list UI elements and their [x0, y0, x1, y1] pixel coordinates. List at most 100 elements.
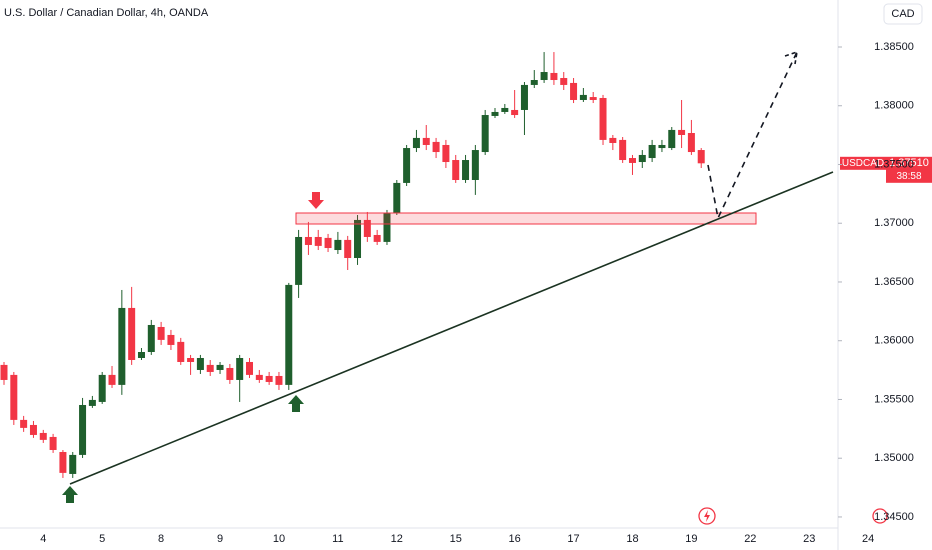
x-tick-label: 16: [509, 533, 521, 545]
candle-body: [128, 307, 136, 360]
candle-body: [452, 160, 460, 180]
candle-body: [628, 158, 636, 163]
candle-body: [560, 78, 568, 85]
candle-body: [393, 182, 401, 214]
candle-body: [167, 334, 175, 345]
candle-body: [206, 364, 214, 372]
candle-body: [118, 307, 126, 385]
candle-body: [196, 357, 204, 370]
candle-body: [697, 150, 705, 164]
flag-icon[interactable]: [872, 508, 888, 524]
x-tick-label: 22: [744, 533, 756, 545]
candle-body: [88, 399, 96, 406]
candle-body: [471, 150, 479, 180]
x-tick-label: 9: [217, 533, 223, 545]
candle-body: [491, 111, 499, 116]
candle-body: [157, 326, 165, 340]
x-tick-label: 19: [685, 533, 697, 545]
candle-body: [354, 219, 362, 259]
currency-button[interactable]: [883, 3, 923, 25]
last-price: 1.37510: [889, 157, 929, 169]
candle-body: [314, 236, 322, 246]
candle-body: [442, 144, 450, 163]
candle-body: [481, 115, 489, 153]
candle-body: [648, 144, 656, 159]
candle-body: [295, 236, 303, 285]
last-price-bg: [886, 156, 932, 183]
y-tick-label: 1.36500: [874, 276, 914, 288]
chart-title: U.S. Dollar / Canadian Dollar, 4h, OANDA: [4, 7, 209, 19]
candle-body: [550, 72, 558, 81]
x-tick-label: 23: [803, 533, 815, 545]
up-arrow: [62, 486, 78, 503]
x-tick-label: 10: [273, 533, 285, 545]
candle-body: [10, 374, 18, 420]
price-tag: USDCAD 1.37510 38:58: [840, 156, 932, 183]
up-arrow: [288, 395, 304, 412]
y-tick-label: 1.38500: [874, 41, 914, 53]
candle-body: [403, 148, 411, 183]
x-tick-label: 12: [391, 533, 403, 545]
candle-body: [216, 364, 224, 370]
y-tick-label: 1.37000: [874, 217, 914, 229]
candle-body: [570, 82, 578, 100]
candle-body: [422, 137, 430, 145]
y-tick-label: 1.36000: [874, 335, 914, 347]
trendline: [69, 171, 834, 485]
y-tick-label: 1.37500: [874, 158, 914, 170]
x-tick-label: 15: [450, 533, 462, 545]
candle-body: [236, 357, 244, 380]
x-tick-label: 8: [158, 533, 164, 545]
symbol-tag: USDCAD: [842, 158, 884, 169]
candle-body: [334, 239, 342, 251]
x-tick-label: 18: [626, 533, 638, 545]
candle-body: [39, 432, 47, 440]
candle-body: [678, 129, 686, 135]
candle-body: [265, 375, 273, 382]
candle-body: [49, 436, 57, 450]
candle-body: [304, 236, 312, 245]
candle-body: [540, 72, 548, 81]
projection-path: [707, 51, 798, 221]
x-tick-label: 17: [567, 533, 579, 545]
candle-body: [147, 324, 155, 352]
x-tick-label: 5: [99, 533, 105, 545]
candle-body: [383, 213, 391, 242]
candle-body: [432, 141, 440, 153]
y-tick-label: 1.34500: [874, 511, 914, 523]
candle-body: [79, 404, 87, 455]
candle-body: [599, 97, 607, 140]
candle-body: [462, 160, 470, 180]
y-tick-label: 1.35500: [874, 393, 914, 405]
candle-body: [59, 451, 67, 473]
candle-body: [98, 374, 106, 402]
candle-body: [511, 109, 519, 116]
candle-body: [687, 132, 695, 153]
candle-body: [589, 97, 597, 100]
candle-body: [619, 139, 627, 161]
currency-button-label: CAD: [891, 8, 914, 20]
candle-body: [29, 424, 37, 435]
candle-body: [520, 84, 528, 110]
candle-body: [255, 374, 263, 380]
candle-body: [187, 357, 195, 362]
candle-body: [275, 375, 283, 385]
x-tick-label: 4: [40, 533, 46, 545]
event-icon[interactable]: [698, 507, 716, 525]
candle-body: [501, 107, 509, 112]
candle-body: [609, 137, 617, 143]
candle-body: [324, 237, 332, 249]
candles: [0, 52, 705, 478]
candle-body: [20, 419, 28, 428]
candle-body: [363, 219, 371, 237]
y-tick-label: 1.38000: [874, 100, 914, 112]
candle-body: [344, 239, 352, 259]
candle-body: [668, 129, 676, 149]
candle-body: [69, 454, 77, 474]
candle-body: [137, 352, 145, 358]
symbol-tag-bg: [840, 156, 886, 170]
x-tick-label: 24: [862, 533, 874, 545]
event-icon-bolt: [704, 510, 710, 522]
down-arrow: [308, 192, 324, 209]
